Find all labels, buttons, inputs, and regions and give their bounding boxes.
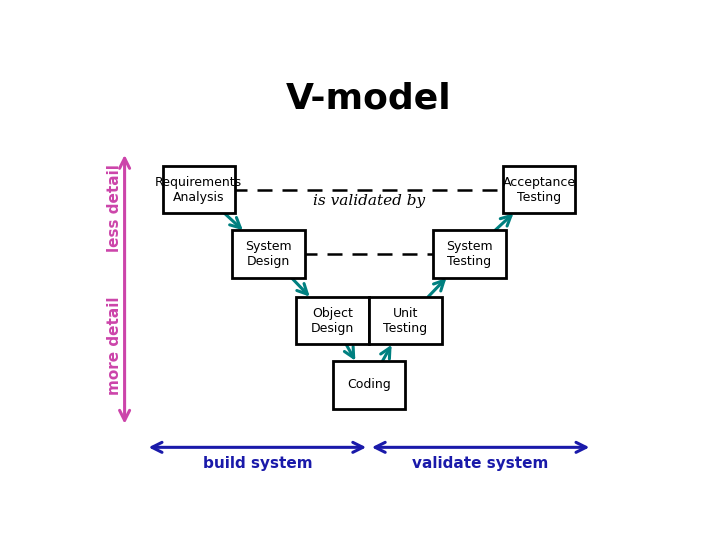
FancyBboxPatch shape	[503, 166, 575, 213]
Text: Coding: Coding	[347, 379, 391, 392]
Text: Unit
Testing: Unit Testing	[383, 307, 428, 334]
Text: is validated by: is validated by	[313, 194, 425, 208]
Text: more detail: more detail	[107, 296, 122, 395]
FancyBboxPatch shape	[369, 296, 441, 345]
FancyBboxPatch shape	[233, 230, 305, 278]
Text: Requirements
Analysis: Requirements Analysis	[156, 176, 243, 204]
Text: V-model: V-model	[286, 81, 452, 115]
FancyBboxPatch shape	[333, 361, 405, 409]
Text: less detail: less detail	[107, 164, 122, 252]
Text: System
Testing: System Testing	[446, 240, 492, 268]
Text: System
Design: System Design	[246, 240, 292, 268]
Text: build system: build system	[202, 456, 312, 471]
Text: validate system: validate system	[413, 456, 549, 471]
Text: Acceptance
Testing: Acceptance Testing	[503, 176, 576, 204]
Text: Object
Design: Object Design	[311, 307, 354, 334]
FancyBboxPatch shape	[163, 166, 235, 213]
FancyBboxPatch shape	[297, 296, 369, 345]
FancyBboxPatch shape	[433, 230, 505, 278]
